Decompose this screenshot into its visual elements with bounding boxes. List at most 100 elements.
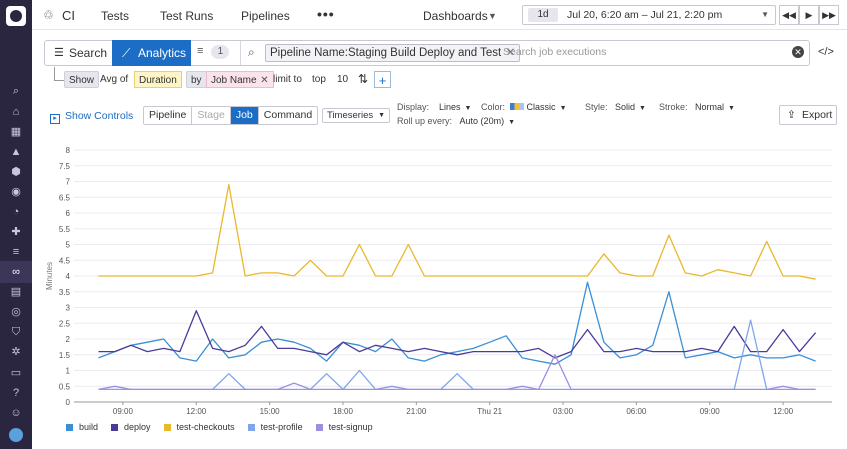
- time-span-chip[interactable]: 1d: [528, 8, 558, 22]
- nav-pipelines[interactable]: Pipelines: [241, 9, 290, 23]
- level-command-button[interactable]: Command: [263, 109, 313, 121]
- search-input[interactable]: Search job executions: [503, 46, 607, 58]
- y-tick-label: 1: [66, 367, 71, 376]
- divider: [240, 41, 241, 65]
- x-tick-label: 18:00: [333, 407, 354, 416]
- legend-item-test-signup[interactable]: test-signup: [315, 422, 373, 432]
- legend-item-test-profile[interactable]: test-profile: [247, 422, 303, 432]
- y-tick-label: 2.5: [59, 319, 71, 328]
- chart-legend: build deploy test-checkouts test-profile tes…: [66, 422, 386, 436]
- search-icon[interactable]: ⌕: [12, 85, 20, 97]
- notebook-icon[interactable]: ▤: [10, 286, 22, 298]
- measure-field[interactable]: Duration: [134, 71, 182, 88]
- watchdog-icon[interactable]: ◉: [11, 186, 21, 198]
- show-controls-toggle[interactable]: ▸ Show Controls: [50, 110, 133, 124]
- close-icon[interactable]: ✕: [260, 75, 269, 86]
- y-tick-label: 0.5: [59, 382, 71, 391]
- dashboard-icon[interactable]: ▦: [10, 126, 22, 138]
- aggregation-select[interactable]: Avg of: [100, 74, 129, 85]
- search-mode-button[interactable]: ☰ Search: [45, 41, 112, 65]
- left-nav-bar: ⌕ ⌂ ▦ ▲ ⬢ ◉ ◔ ✚ ≡ ∞ ▤ ◎ ⛉ ✲ ▭ ? ☺: [0, 0, 32, 449]
- more-menu-icon[interactable]: •••: [317, 6, 335, 22]
- stroke-option[interactable]: Stroke: Normal ▼: [659, 102, 735, 112]
- legend-item-build[interactable]: build: [66, 422, 98, 432]
- avatar-icon[interactable]: [7, 426, 25, 444]
- home-icon[interactable]: ⌂: [12, 106, 20, 118]
- legend-label: test-checkouts: [176, 422, 235, 432]
- puzzle-icon[interactable]: ✚: [11, 226, 21, 238]
- gear-icon[interactable]: ✲: [11, 346, 21, 358]
- hexagon-icon[interactable]: ⬢: [11, 166, 21, 178]
- y-tick-label: 3.5: [59, 288, 71, 297]
- synthetics-icon[interactable]: ◎: [11, 306, 21, 318]
- filter-toggle[interactable]: ≡ 1: [197, 45, 230, 59]
- style-label: Style:: [585, 102, 608, 112]
- chevron-down-icon: ▼: [728, 105, 735, 112]
- y-tick-label: 3: [66, 304, 71, 313]
- code-view-icon[interactable]: </>: [818, 46, 834, 58]
- y-tick-label: 7: [66, 178, 71, 187]
- legend-swatch: [66, 424, 73, 431]
- x-tick-label: 15:00: [260, 407, 281, 416]
- logs-icon[interactable]: ≡: [12, 246, 20, 258]
- rollup-option[interactable]: Roll up every: Auto (20m) ▼: [397, 116, 515, 126]
- clear-query-icon[interactable]: ✕: [792, 46, 804, 58]
- level-pipeline-button[interactable]: Pipeline: [144, 107, 193, 124]
- chevron-down-icon[interactable]: ▼: [488, 11, 497, 21]
- play-icon[interactable]: ▶: [799, 5, 819, 25]
- security-icon[interactable]: ⛉: [11, 326, 21, 338]
- ci-icon[interactable]: ∞: [0, 261, 32, 283]
- visualization-select[interactable]: Timeseries ▼: [322, 108, 391, 123]
- export-icon: ⇪: [787, 109, 796, 121]
- rewind-icon[interactable]: ◀◀: [779, 5, 799, 25]
- export-button[interactable]: ⇪ Export: [779, 105, 837, 125]
- nav-test-runs[interactable]: Test Runs: [160, 9, 214, 23]
- display-value: Lines: [439, 102, 461, 112]
- nav-tests[interactable]: Tests: [101, 9, 130, 23]
- filter-icon: ≡: [197, 45, 204, 57]
- style-value: Solid: [615, 102, 636, 112]
- color-label: Color:: [481, 102, 506, 112]
- y-tick-label: 4: [66, 272, 71, 281]
- legend-swatch: [247, 424, 255, 431]
- dashboards-menu[interactable]: Dashboards: [423, 9, 488, 23]
- chat-icon[interactable]: ▭: [10, 367, 22, 379]
- legend-swatch: [163, 424, 171, 431]
- analytics-mode-button[interactable]: ⟋ Analytics: [112, 40, 191, 66]
- chevron-down-icon[interactable]: ▼: [761, 10, 769, 19]
- show-label: Show: [64, 71, 100, 88]
- help-icon[interactable]: ?: [12, 387, 20, 399]
- gauge-icon[interactable]: ◔: [12, 206, 20, 218]
- y-tick-label: 0: [66, 398, 71, 407]
- legend-item-deploy[interactable]: deploy: [111, 422, 151, 432]
- style-option[interactable]: Style: Solid ▼: [585, 102, 646, 112]
- add-group-button[interactable]: +: [374, 71, 391, 88]
- x-tick-label: 12:00: [186, 407, 207, 416]
- y-tick-label: 5.5: [59, 225, 71, 234]
- y-axis-label: Minutes: [45, 262, 54, 290]
- controls-row: ▸ Show Controls Pipeline Stage Job Comman…: [44, 102, 839, 128]
- time-range-picker[interactable]: 1d Jul 20, 6:20 am – Jul 21, 2:20 pm ▼: [522, 5, 776, 25]
- team-icon[interactable]: ☺: [10, 407, 22, 419]
- query-filter-pill[interactable]: Pipeline Name:Staging Build Deploy and T…: [265, 44, 521, 62]
- group-by-pill[interactable]: Job Name ✕: [206, 71, 274, 88]
- limit-direction-select[interactable]: top: [312, 74, 326, 85]
- sort-order-icon[interactable]: ⇅: [358, 72, 369, 86]
- series-line-test-checkouts: [98, 183, 816, 280]
- display-option[interactable]: Display: Lines ▼: [397, 102, 471, 112]
- query-filter-text: Pipeline Name:Staging Build Deploy and T…: [270, 47, 502, 59]
- color-option[interactable]: Color: Classic ▼: [481, 102, 567, 112]
- expand-icon: ▸: [50, 114, 60, 124]
- close-icon[interactable]: ✕: [505, 47, 516, 59]
- series-line-build: [98, 281, 816, 365]
- limit-value-input[interactable]: 10: [337, 74, 349, 85]
- level-job-button[interactable]: Job: [230, 107, 259, 124]
- x-tick-label: 03:00: [553, 407, 574, 416]
- chart-icon[interactable]: ▲: [10, 146, 22, 158]
- chevron-down-icon: ▼: [559, 105, 567, 112]
- x-tick-label: 09:00: [700, 407, 721, 416]
- legend-item-test-checkouts[interactable]: test-checkouts: [163, 422, 235, 432]
- datadog-logo-icon[interactable]: [6, 6, 26, 26]
- fast-forward-icon[interactable]: ▶▶: [819, 5, 839, 25]
- stroke-label: Stroke:: [659, 102, 688, 112]
